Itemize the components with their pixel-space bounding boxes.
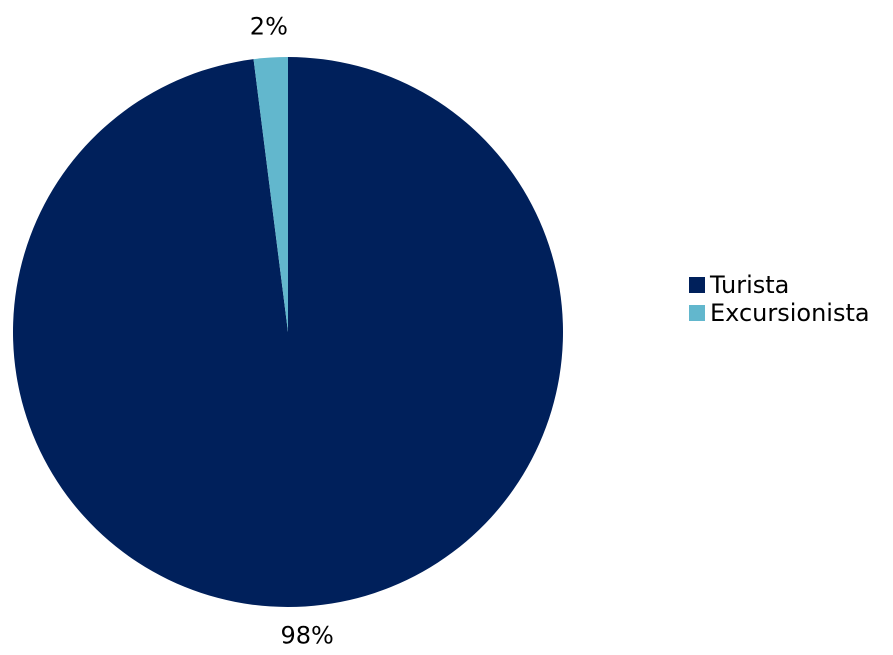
data-label-excursionista: 2%	[250, 13, 288, 41]
pie-slice-excursionista	[253, 57, 288, 332]
pie-data-labels: 98% 2%	[250, 13, 334, 650]
legend-item-excursionista: Excursionista	[689, 299, 870, 327]
legend-label-turista: Turista	[710, 271, 790, 299]
legend: Turista Excursionista	[689, 271, 870, 327]
pie-slices	[13, 57, 563, 607]
legend-swatch-excursionista	[689, 305, 705, 321]
legend-item-turista: Turista	[689, 271, 870, 299]
legend-swatch-turista	[689, 277, 705, 293]
data-label-turista: 98%	[280, 621, 333, 649]
legend-label-excursionista: Excursionista	[710, 299, 870, 327]
